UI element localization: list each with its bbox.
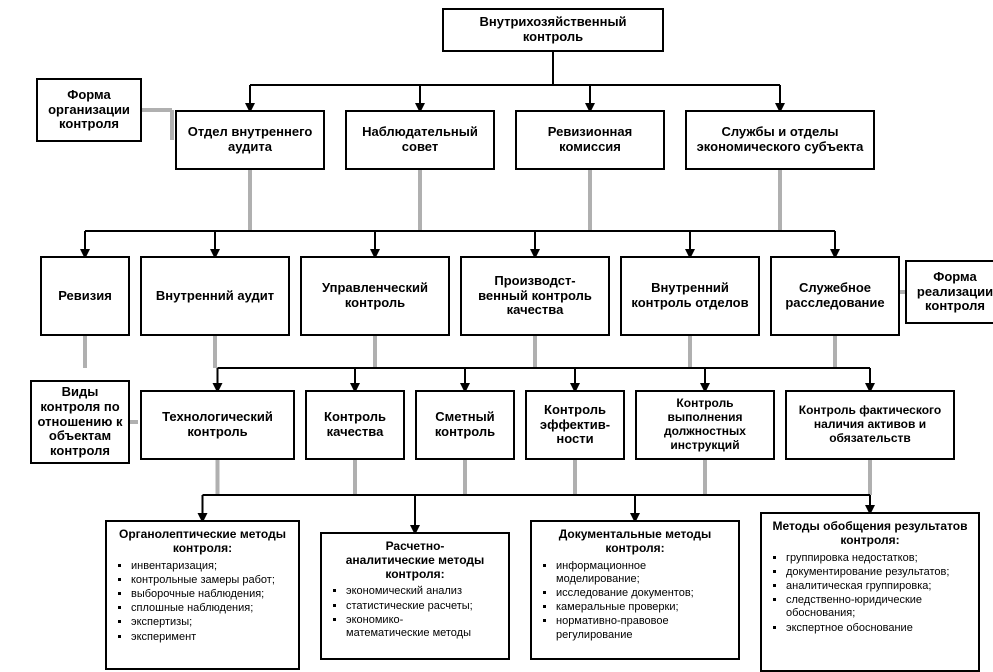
type-box-4: Контроль выполнения должностных инструкц… xyxy=(635,390,775,460)
method-title: Органолептические методы контроля: xyxy=(115,528,290,556)
method-list: инвентаризация;контрольные замеры работ;… xyxy=(115,560,290,644)
label-types: Виды контроля по отношению к объектам ко… xyxy=(30,380,130,464)
method-item: сплошные наблюдения; xyxy=(131,602,290,615)
method-title: Методы обобщения результатов контроля: xyxy=(770,520,970,548)
method-list: экономический анализ статистические расче… xyxy=(330,585,500,640)
method-item: инвентаризация; xyxy=(131,560,290,573)
root-box: Внутрихозяйственный контроль xyxy=(442,8,664,52)
impl-box-4: Внутренний контроль отделов xyxy=(620,256,760,336)
method-item: группировка недостатков; xyxy=(786,552,970,565)
method-box-3: Методы обобщения результатов контроля: гр… xyxy=(760,512,980,672)
method-item: документирование результатов; xyxy=(786,566,970,579)
method-list: группировка недостатков;документирование… xyxy=(770,552,970,635)
method-item: контрольные замеры работ; xyxy=(131,574,290,587)
type-box-5: Контроль фактического наличия активов и … xyxy=(785,390,955,460)
impl-box-5: Служебное расследование xyxy=(770,256,900,336)
org-box-1: Наблюдательный совет xyxy=(345,110,495,170)
impl-box-1: Внутренний аудит xyxy=(140,256,290,336)
type-box-2: Сметный контроль xyxy=(415,390,515,460)
impl-box-0: Ревизия xyxy=(40,256,130,336)
method-box-1: Расчетно-аналитические методы контроля:э… xyxy=(320,532,510,660)
method-item: экономико-математические методы xyxy=(346,614,500,640)
impl-box-3: Производст-венный контроль качества xyxy=(460,256,610,336)
method-item: экономический анализ xyxy=(346,585,500,598)
impl-box-2: Управленческий контроль xyxy=(300,256,450,336)
org-box-0: Отдел внутреннего аудита xyxy=(175,110,325,170)
method-title: Документальные методы контроля: xyxy=(540,528,730,556)
label-real: Форма реализации контроля xyxy=(905,260,993,324)
method-item: выборочные наблюдения; xyxy=(131,588,290,601)
method-title: Расчетно-аналитические методы контроля: xyxy=(330,540,500,581)
method-box-2: Документальные методы контроля: информаци… xyxy=(530,520,740,660)
method-item: статистические расчеты; xyxy=(346,600,500,613)
method-item: экспертное обоснование xyxy=(786,622,970,635)
type-box-0: Технологический контроль xyxy=(140,390,295,460)
diagram-stage: { "colors": { "line": "#000000", "gray_l… xyxy=(0,0,993,672)
method-item: исследование документов; xyxy=(556,587,730,600)
method-box-0: Органолептические методы контроля: инвент… xyxy=(105,520,300,670)
method-item: информационное моделирование; xyxy=(556,560,730,586)
type-box-3: Контроль эффектив-ности xyxy=(525,390,625,460)
method-list: информационное моделирование;исследовани… xyxy=(540,560,730,642)
org-box-2: Ревизионная комиссия xyxy=(515,110,665,170)
method-item: камеральные проверки; xyxy=(556,601,730,614)
method-item: нормативно-правовое регулирование xyxy=(556,615,730,641)
type-box-1: Контроль качества xyxy=(305,390,405,460)
org-box-3: Службы и отделы экономического субъекта xyxy=(685,110,875,170)
label-org: Форма организации контроля xyxy=(36,78,142,142)
method-item: эксперимент xyxy=(131,631,290,644)
method-item: следственно-юридические обоснования; xyxy=(786,594,970,620)
method-item: аналитическая группировка; xyxy=(786,580,970,593)
method-item: экспертизы; xyxy=(131,616,290,629)
